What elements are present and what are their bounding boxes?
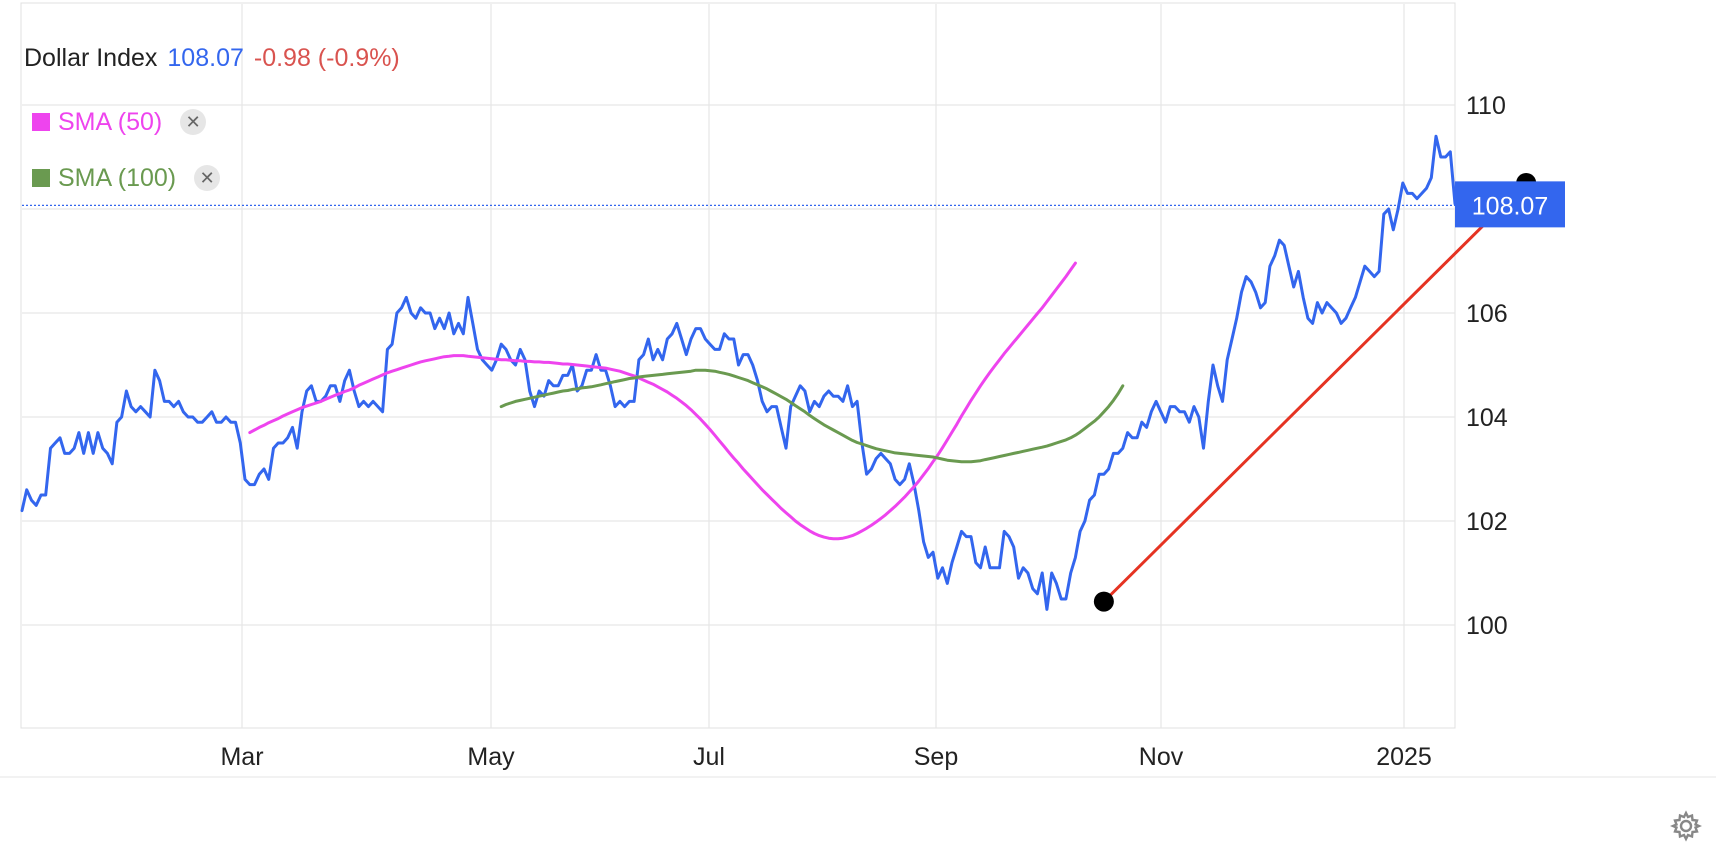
- y-tick-label: 110: [1466, 92, 1506, 120]
- sma50-label: SMA (50): [58, 107, 163, 136]
- x-tick-label: Nov: [1139, 743, 1184, 771]
- plot-frame: [20, 2, 1456, 729]
- y-tick-label: 104: [1466, 404, 1508, 432]
- trendline[interactable]: [1102, 181, 1528, 603]
- price-series-line: [20, 134, 1457, 611]
- close-icon[interactable]: ✕: [194, 165, 221, 191]
- instrument-change: -0.98 (-0.9%): [253, 44, 400, 72]
- instrument-name: Dollar Index: [24, 44, 158, 72]
- indicator-sma100[interactable]: SMA (100) ✕: [32, 156, 400, 200]
- sma100-swatch: [32, 169, 50, 187]
- x-tick-label: Sep: [914, 743, 958, 771]
- x-tick-label: Jul: [693, 743, 725, 771]
- price-badge-label: 108.07: [1472, 192, 1548, 220]
- y-tick-label: 100: [1466, 612, 1508, 640]
- price-badge: [1455, 181, 1565, 228]
- y-tick-label: 106: [1466, 300, 1508, 328]
- sma50-series-line: [248, 261, 1077, 541]
- close-icon[interactable]: ✕: [180, 109, 207, 135]
- x-tick-label: 2025: [1376, 743, 1432, 771]
- legend-title-row: Dollar Index 108.07 -0.98 (-0.9%): [24, 44, 400, 84]
- sma50-swatch: [32, 113, 50, 131]
- instrument-value: 108.07: [167, 44, 244, 72]
- sma100-label: SMA (100): [58, 163, 177, 192]
- y-tick-label: 102: [1466, 508, 1508, 536]
- chart-legend: Dollar Index 108.07 -0.98 (-0.9%) SMA (5…: [24, 44, 400, 200]
- sma100-series-line: [499, 368, 1125, 464]
- x-tick-label: May: [467, 743, 515, 771]
- trendline-handle-start[interactable]: [1093, 591, 1114, 612]
- x-tick-label: Mar: [220, 743, 263, 771]
- gear-icon[interactable]: [1670, 810, 1702, 842]
- indicator-sma50[interactable]: SMA (50) ✕: [32, 100, 400, 144]
